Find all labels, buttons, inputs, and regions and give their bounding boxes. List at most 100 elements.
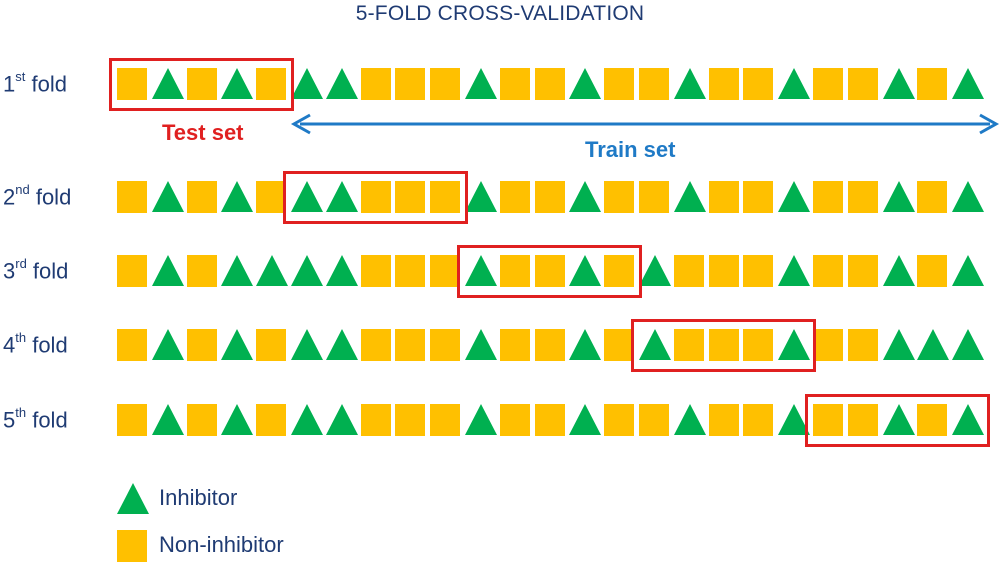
- inhibitor-triangle: [291, 181, 323, 212]
- inhibitor-triangle: [151, 329, 184, 360]
- inhibitor-triangle: [569, 329, 602, 360]
- fold-label-2: 2nd fold: [3, 182, 71, 210]
- fold-ordinal-suffix: rd: [15, 256, 27, 271]
- legend-label: Non-inhibitor: [159, 532, 284, 557]
- non-inhibitor-square: [395, 329, 426, 361]
- non-inhibitor-square: [708, 68, 739, 100]
- inhibitor-triangle: [465, 68, 497, 99]
- non-inhibitor-square: [256, 404, 287, 436]
- legend-label: Inhibitor: [159, 485, 238, 510]
- non-inhibitor-square: [395, 404, 426, 436]
- inhibitor-triangle: [465, 255, 497, 286]
- non-inhibitor-square: [117, 404, 147, 436]
- inhibitor-triangle: [465, 181, 497, 212]
- fold-word: fold: [26, 407, 68, 433]
- inhibitor-triangle: [151, 404, 184, 435]
- inhibitor-triangle: [569, 255, 602, 286]
- inhibitor-triangle: [221, 404, 254, 435]
- inhibitor-triangle: [639, 255, 671, 286]
- non-inhibitor-square: [534, 255, 565, 287]
- inhibitor-triangle: [952, 255, 985, 286]
- non-inhibitor-square: [430, 404, 461, 436]
- inhibitor-triangle: [882, 404, 915, 435]
- non-inhibitor-square: [604, 181, 635, 213]
- inhibitor-triangle: [778, 68, 811, 99]
- non-inhibitor-square: [534, 329, 565, 361]
- fold-word: fold: [25, 71, 67, 97]
- non-inhibitor-square: [186, 329, 217, 361]
- inhibitor-triangle: [291, 329, 323, 360]
- non-inhibitor-square: [395, 181, 426, 213]
- non-inhibitor-square: [743, 404, 774, 436]
- inhibitor-triangle: [325, 329, 358, 360]
- inhibitor-triangle: [882, 68, 915, 99]
- train-set-arrow: [290, 113, 1000, 135]
- inhibitor-triangle: [569, 181, 602, 212]
- inhibitor-triangle: [673, 404, 706, 435]
- non-inhibitor-square: [708, 404, 739, 436]
- non-inhibitor-square: [534, 404, 565, 436]
- inhibitor-triangle: [952, 404, 985, 435]
- inhibitor-triangle: [673, 68, 706, 99]
- fold-label-5: 5th fold: [3, 405, 68, 433]
- legend-square-swatch: [117, 530, 147, 562]
- non-inhibitor-square: [430, 329, 461, 361]
- inhibitor-triangle: [952, 68, 985, 99]
- inhibitor-triangle: [291, 404, 323, 435]
- inhibitor-triangle: [465, 329, 497, 360]
- non-inhibitor-square: [917, 181, 948, 213]
- non-inhibitor-square: [813, 404, 843, 436]
- non-inhibitor-square: [360, 329, 391, 361]
- non-inhibitor-square: [673, 255, 704, 287]
- inhibitor-triangle: [151, 255, 184, 286]
- non-inhibitor-square: [813, 181, 843, 213]
- inhibitor-triangle: [569, 404, 602, 435]
- inhibitor-triangle: [151, 68, 184, 99]
- non-inhibitor-square: [117, 329, 147, 361]
- test-set-box: [457, 245, 642, 298]
- fold-label-4: 4th fold: [3, 330, 68, 358]
- inhibitor-triangle: [221, 181, 254, 212]
- inhibitor-triangle: [952, 329, 985, 360]
- non-inhibitor-square: [186, 404, 217, 436]
- inhibitor-triangle: [151, 181, 184, 212]
- inhibitor-triangle: [325, 255, 358, 286]
- inhibitor-triangle: [639, 329, 671, 360]
- test-set-box: [805, 394, 990, 447]
- diagram-title: 5-FOLD CROSS-VALIDATION: [355, 2, 645, 25]
- inhibitor-triangle: [952, 181, 985, 212]
- non-inhibitor-square: [639, 404, 669, 436]
- inhibitor-triangle: [778, 404, 811, 435]
- inhibitor-triangle: [221, 68, 254, 99]
- test-set-label: Test set: [162, 120, 244, 145]
- inhibitor-triangle: [291, 68, 323, 99]
- fold-ordinal-suffix: nd: [15, 182, 30, 197]
- non-inhibitor-square: [708, 329, 739, 361]
- inhibitor-triangle: [673, 181, 706, 212]
- non-inhibitor-square: [499, 181, 530, 213]
- non-inhibitor-square: [256, 68, 287, 100]
- non-inhibitor-square: [430, 255, 461, 287]
- non-inhibitor-square: [360, 404, 391, 436]
- inhibitor-triangle: [569, 68, 602, 99]
- non-inhibitor-square: [847, 404, 878, 436]
- non-inhibitor-square: [534, 181, 565, 213]
- inhibitor-triangle: [256, 255, 289, 286]
- non-inhibitor-square: [708, 255, 739, 287]
- non-inhibitor-square: [743, 68, 774, 100]
- non-inhibitor-square: [639, 181, 669, 213]
- test-set-box: [109, 58, 294, 111]
- test-set-box: [631, 319, 816, 372]
- fold-ordinal: 3: [3, 258, 16, 284]
- fold-ordinal: 1: [3, 71, 16, 97]
- non-inhibitor-square: [708, 181, 739, 213]
- fold-ordinal: 4: [3, 332, 16, 358]
- non-inhibitor-square: [186, 181, 217, 213]
- train-set-label: Train set: [585, 137, 676, 162]
- fold-ordinal-suffix: th: [15, 405, 27, 420]
- non-inhibitor-square: [499, 329, 530, 361]
- non-inhibitor-square: [917, 255, 948, 287]
- non-inhibitor-square: [256, 181, 287, 213]
- non-inhibitor-square: [186, 255, 217, 287]
- inhibitor-triangle: [778, 255, 811, 286]
